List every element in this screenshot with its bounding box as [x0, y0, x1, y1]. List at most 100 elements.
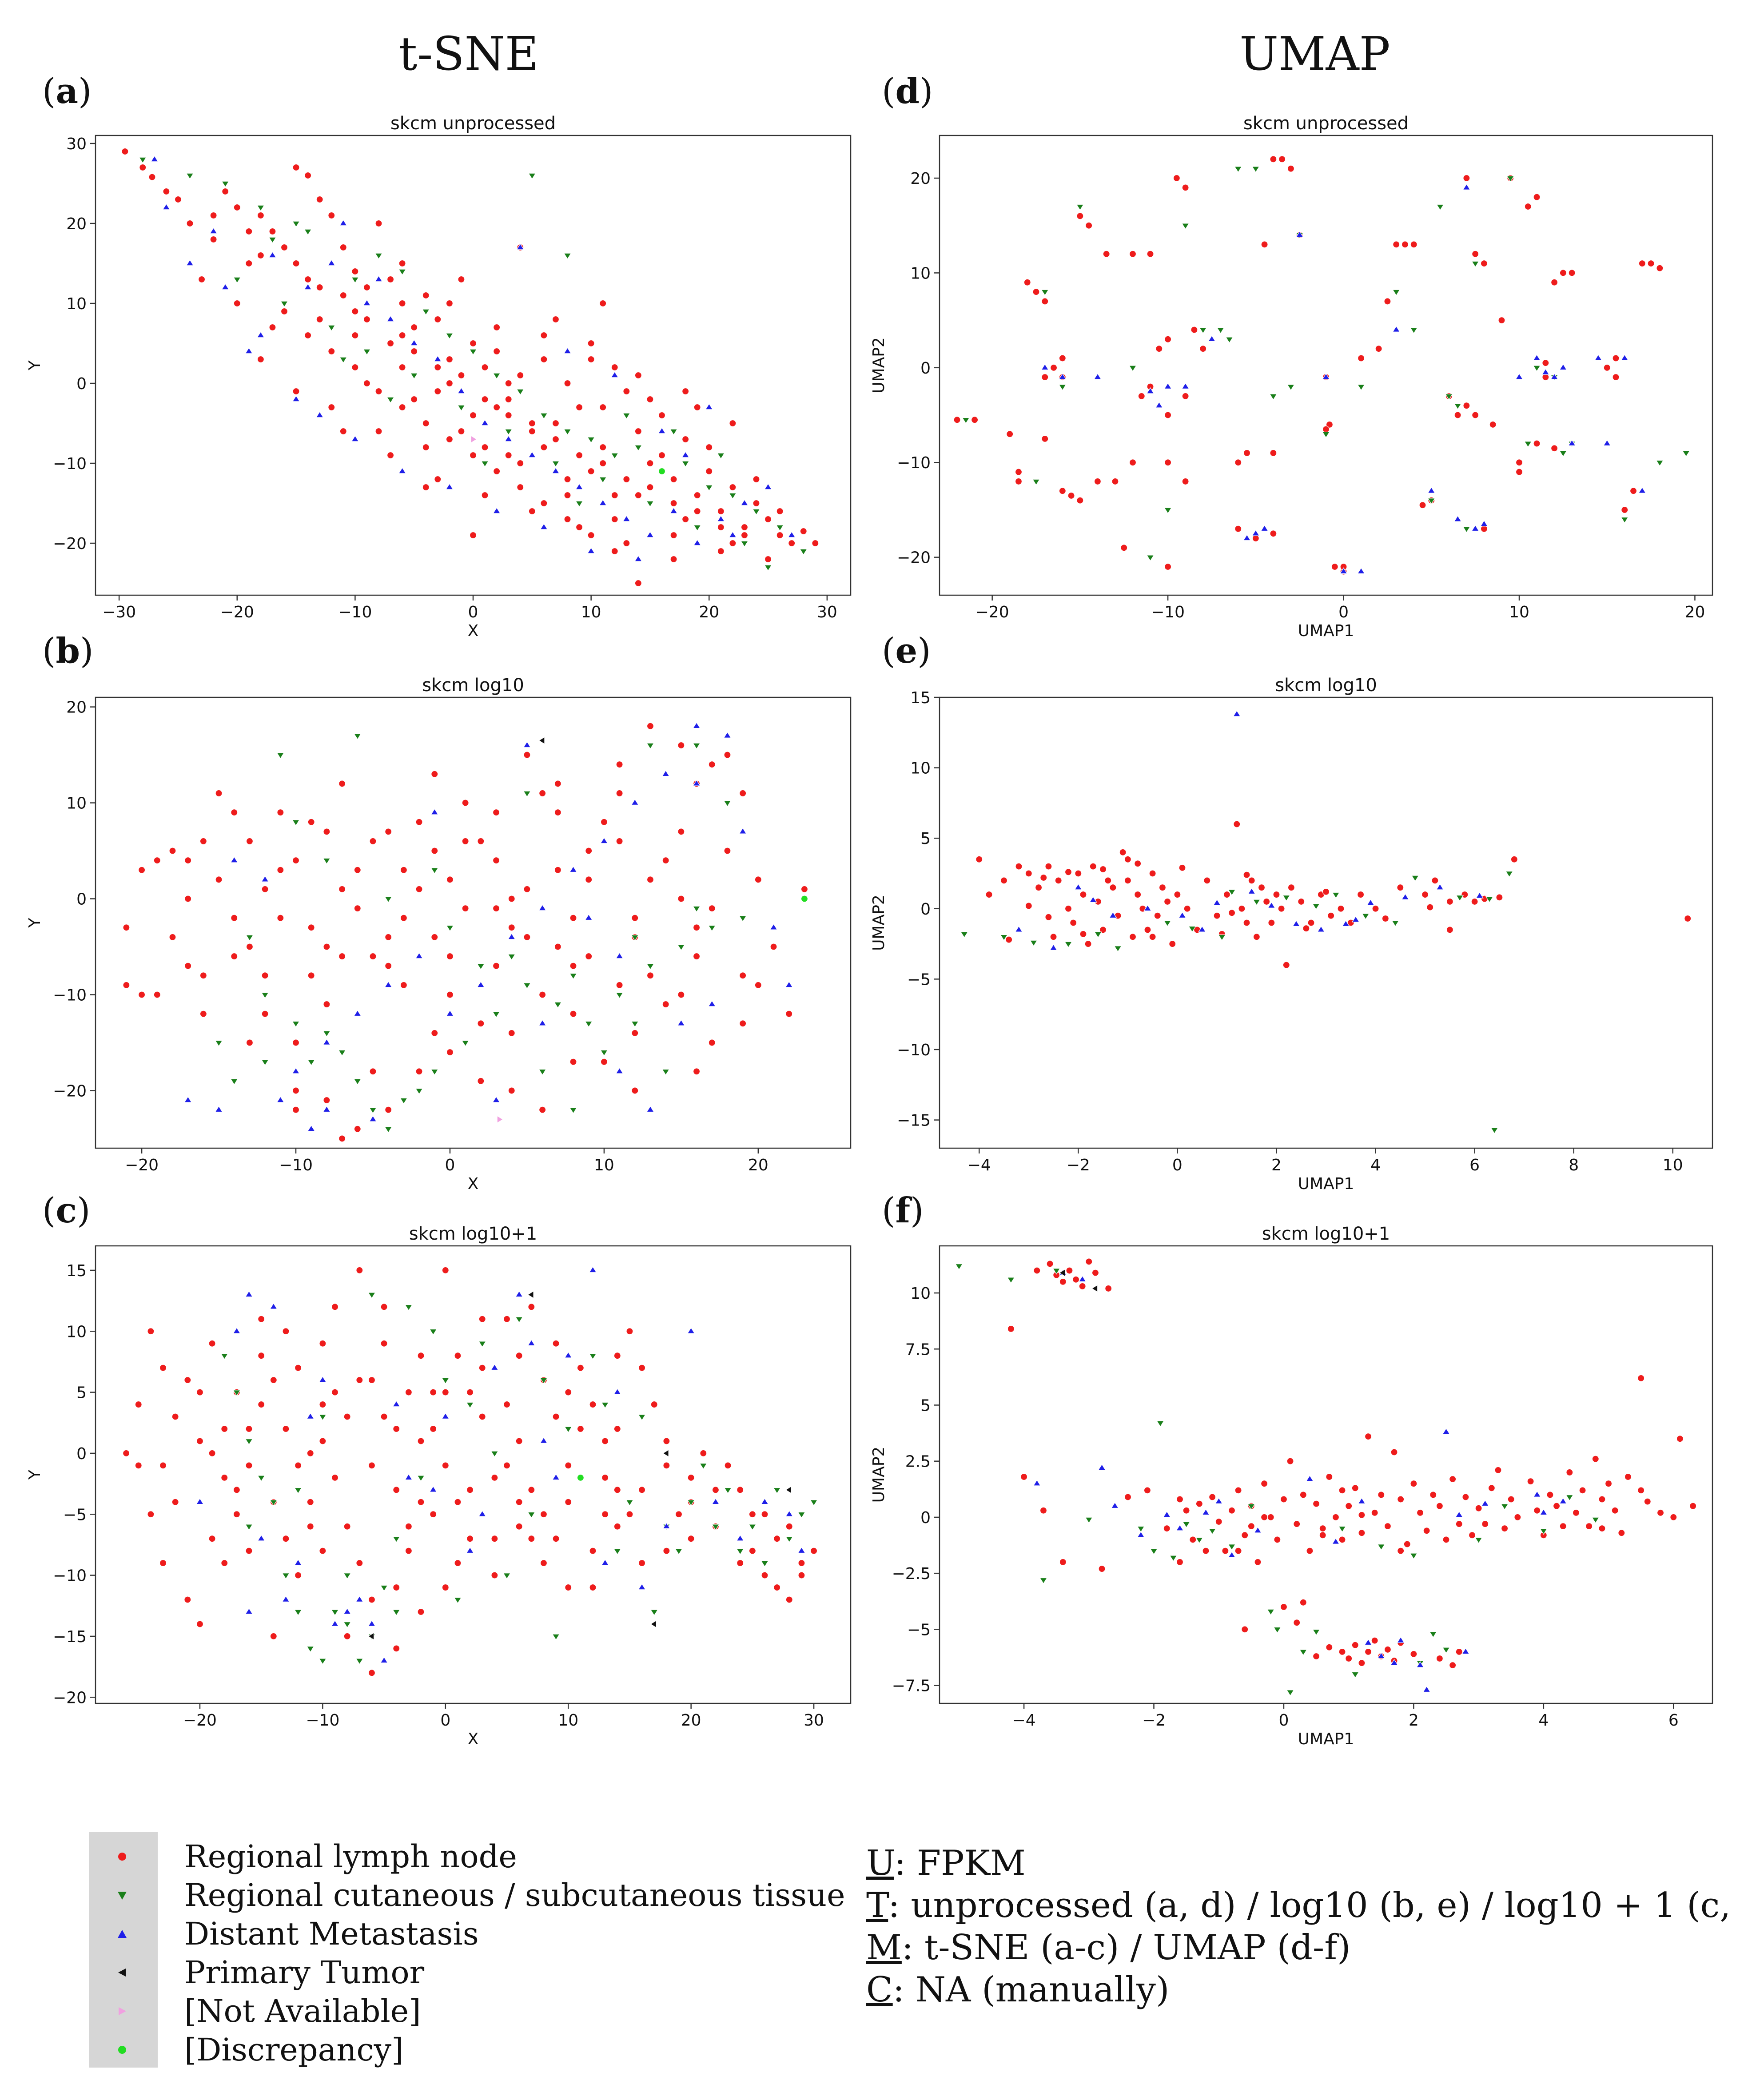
data-point	[291, 1067, 300, 1074]
data-point	[552, 1634, 560, 1641]
data-point	[1138, 392, 1145, 400]
data-point	[634, 555, 642, 562]
data-point	[1372, 905, 1379, 912]
data-point	[369, 837, 377, 845]
data-point	[1280, 1603, 1288, 1611]
data-point	[1338, 1526, 1346, 1533]
data-point	[1247, 1523, 1255, 1530]
data-point	[221, 181, 230, 188]
data-point	[540, 355, 548, 363]
summary-m: M: t-SNE (a-c) / UMAP (d-f)	[866, 1928, 1351, 1968]
data-point	[1515, 459, 1523, 466]
data-point	[1592, 1455, 1599, 1463]
data-point	[1258, 884, 1266, 891]
data-point	[1621, 354, 1629, 361]
data-point	[1234, 166, 1242, 173]
x-tick-label: 0	[445, 1156, 455, 1174]
scatter-plot-grid: skcm unprocessed−30 −20 −10 0 10 20 30−20−1001…	[26, 113, 1713, 1748]
data-point	[599, 299, 607, 307]
data-point	[380, 1340, 388, 1347]
data-point	[646, 459, 654, 467]
data-point	[196, 1620, 204, 1628]
data-point	[392, 1400, 401, 1407]
data-point	[798, 1559, 805, 1567]
x-tick-label: 10	[1663, 1156, 1683, 1174]
data-point	[508, 1029, 515, 1037]
data-point	[505, 451, 512, 459]
data-point	[153, 991, 161, 998]
data-point	[458, 371, 465, 379]
data-point	[585, 876, 593, 883]
data-point	[1150, 1548, 1158, 1555]
data-point	[405, 1547, 412, 1555]
data-point	[323, 858, 331, 865]
data-point	[398, 299, 406, 307]
legend-item-discrepancy: [Discrepancy]	[89, 2032, 844, 2068]
data-point	[331, 1303, 339, 1311]
data-point	[1041, 435, 1049, 442]
data-point	[304, 275, 312, 283]
data-point	[477, 1020, 485, 1027]
data-point	[1278, 905, 1285, 912]
data-point	[638, 1486, 646, 1494]
chart-e: skcm log10 −4 −2 0 2 4 6 8 10 −15 −10 −5 0 5 10 15 UMAP1…	[870, 675, 1713, 1193]
data-point	[528, 1486, 535, 1494]
data-point	[661, 770, 670, 777]
data-point	[491, 1571, 498, 1579]
data-point	[1195, 1500, 1203, 1507]
data-point	[1064, 905, 1072, 912]
data-point	[338, 1050, 346, 1057]
data-point	[1364, 1433, 1372, 1440]
data-point	[539, 1437, 548, 1444]
data-point	[1591, 1517, 1600, 1524]
data-point	[699, 1463, 708, 1470]
data-point	[693, 403, 701, 411]
data-point	[693, 952, 701, 960]
data-point	[953, 416, 961, 424]
data-point	[233, 277, 241, 284]
data-point	[368, 1669, 376, 1677]
data-point	[1076, 497, 1084, 504]
data-point	[291, 1021, 300, 1028]
data-point	[492, 962, 500, 970]
data-point	[1542, 359, 1549, 367]
data-point	[469, 531, 477, 539]
data-point	[1338, 1536, 1346, 1543]
data-point	[384, 981, 393, 988]
data-point	[1286, 1457, 1294, 1465]
data-point	[1461, 1647, 1470, 1655]
data-point	[1058, 373, 1067, 380]
data-point	[1384, 1646, 1392, 1653]
data-point	[682, 387, 689, 395]
data-point	[785, 1486, 792, 1494]
x-axis-label: UMAP1	[1298, 622, 1354, 640]
data-point	[135, 1400, 142, 1408]
data-point	[1234, 1547, 1242, 1555]
data-point	[186, 173, 194, 180]
data-point	[1075, 870, 1082, 877]
data-point	[1312, 1629, 1321, 1636]
data-point	[1453, 515, 1462, 522]
data-point	[282, 1535, 290, 1543]
data-point	[646, 395, 654, 403]
data-point	[1114, 946, 1122, 952]
data-point	[417, 1352, 425, 1360]
data-point	[800, 527, 807, 535]
data-point	[1203, 877, 1211, 884]
data-point	[269, 1303, 278, 1309]
data-point	[1251, 166, 1260, 173]
y-tick-label: 10	[66, 1323, 87, 1341]
data-point	[380, 1656, 388, 1663]
data-point	[564, 515, 571, 523]
data-point	[478, 1315, 486, 1323]
data-point	[739, 789, 747, 797]
data-point	[1286, 1690, 1294, 1696]
data-point	[355, 1595, 364, 1602]
data-point	[708, 761, 716, 768]
y-tick-label: 5	[920, 1396, 931, 1415]
data-point	[1098, 1565, 1106, 1573]
data-point	[454, 1498, 462, 1506]
data-point	[1164, 382, 1172, 389]
chart-title: skcm unprocessed	[390, 113, 556, 134]
data-point	[466, 1486, 474, 1494]
